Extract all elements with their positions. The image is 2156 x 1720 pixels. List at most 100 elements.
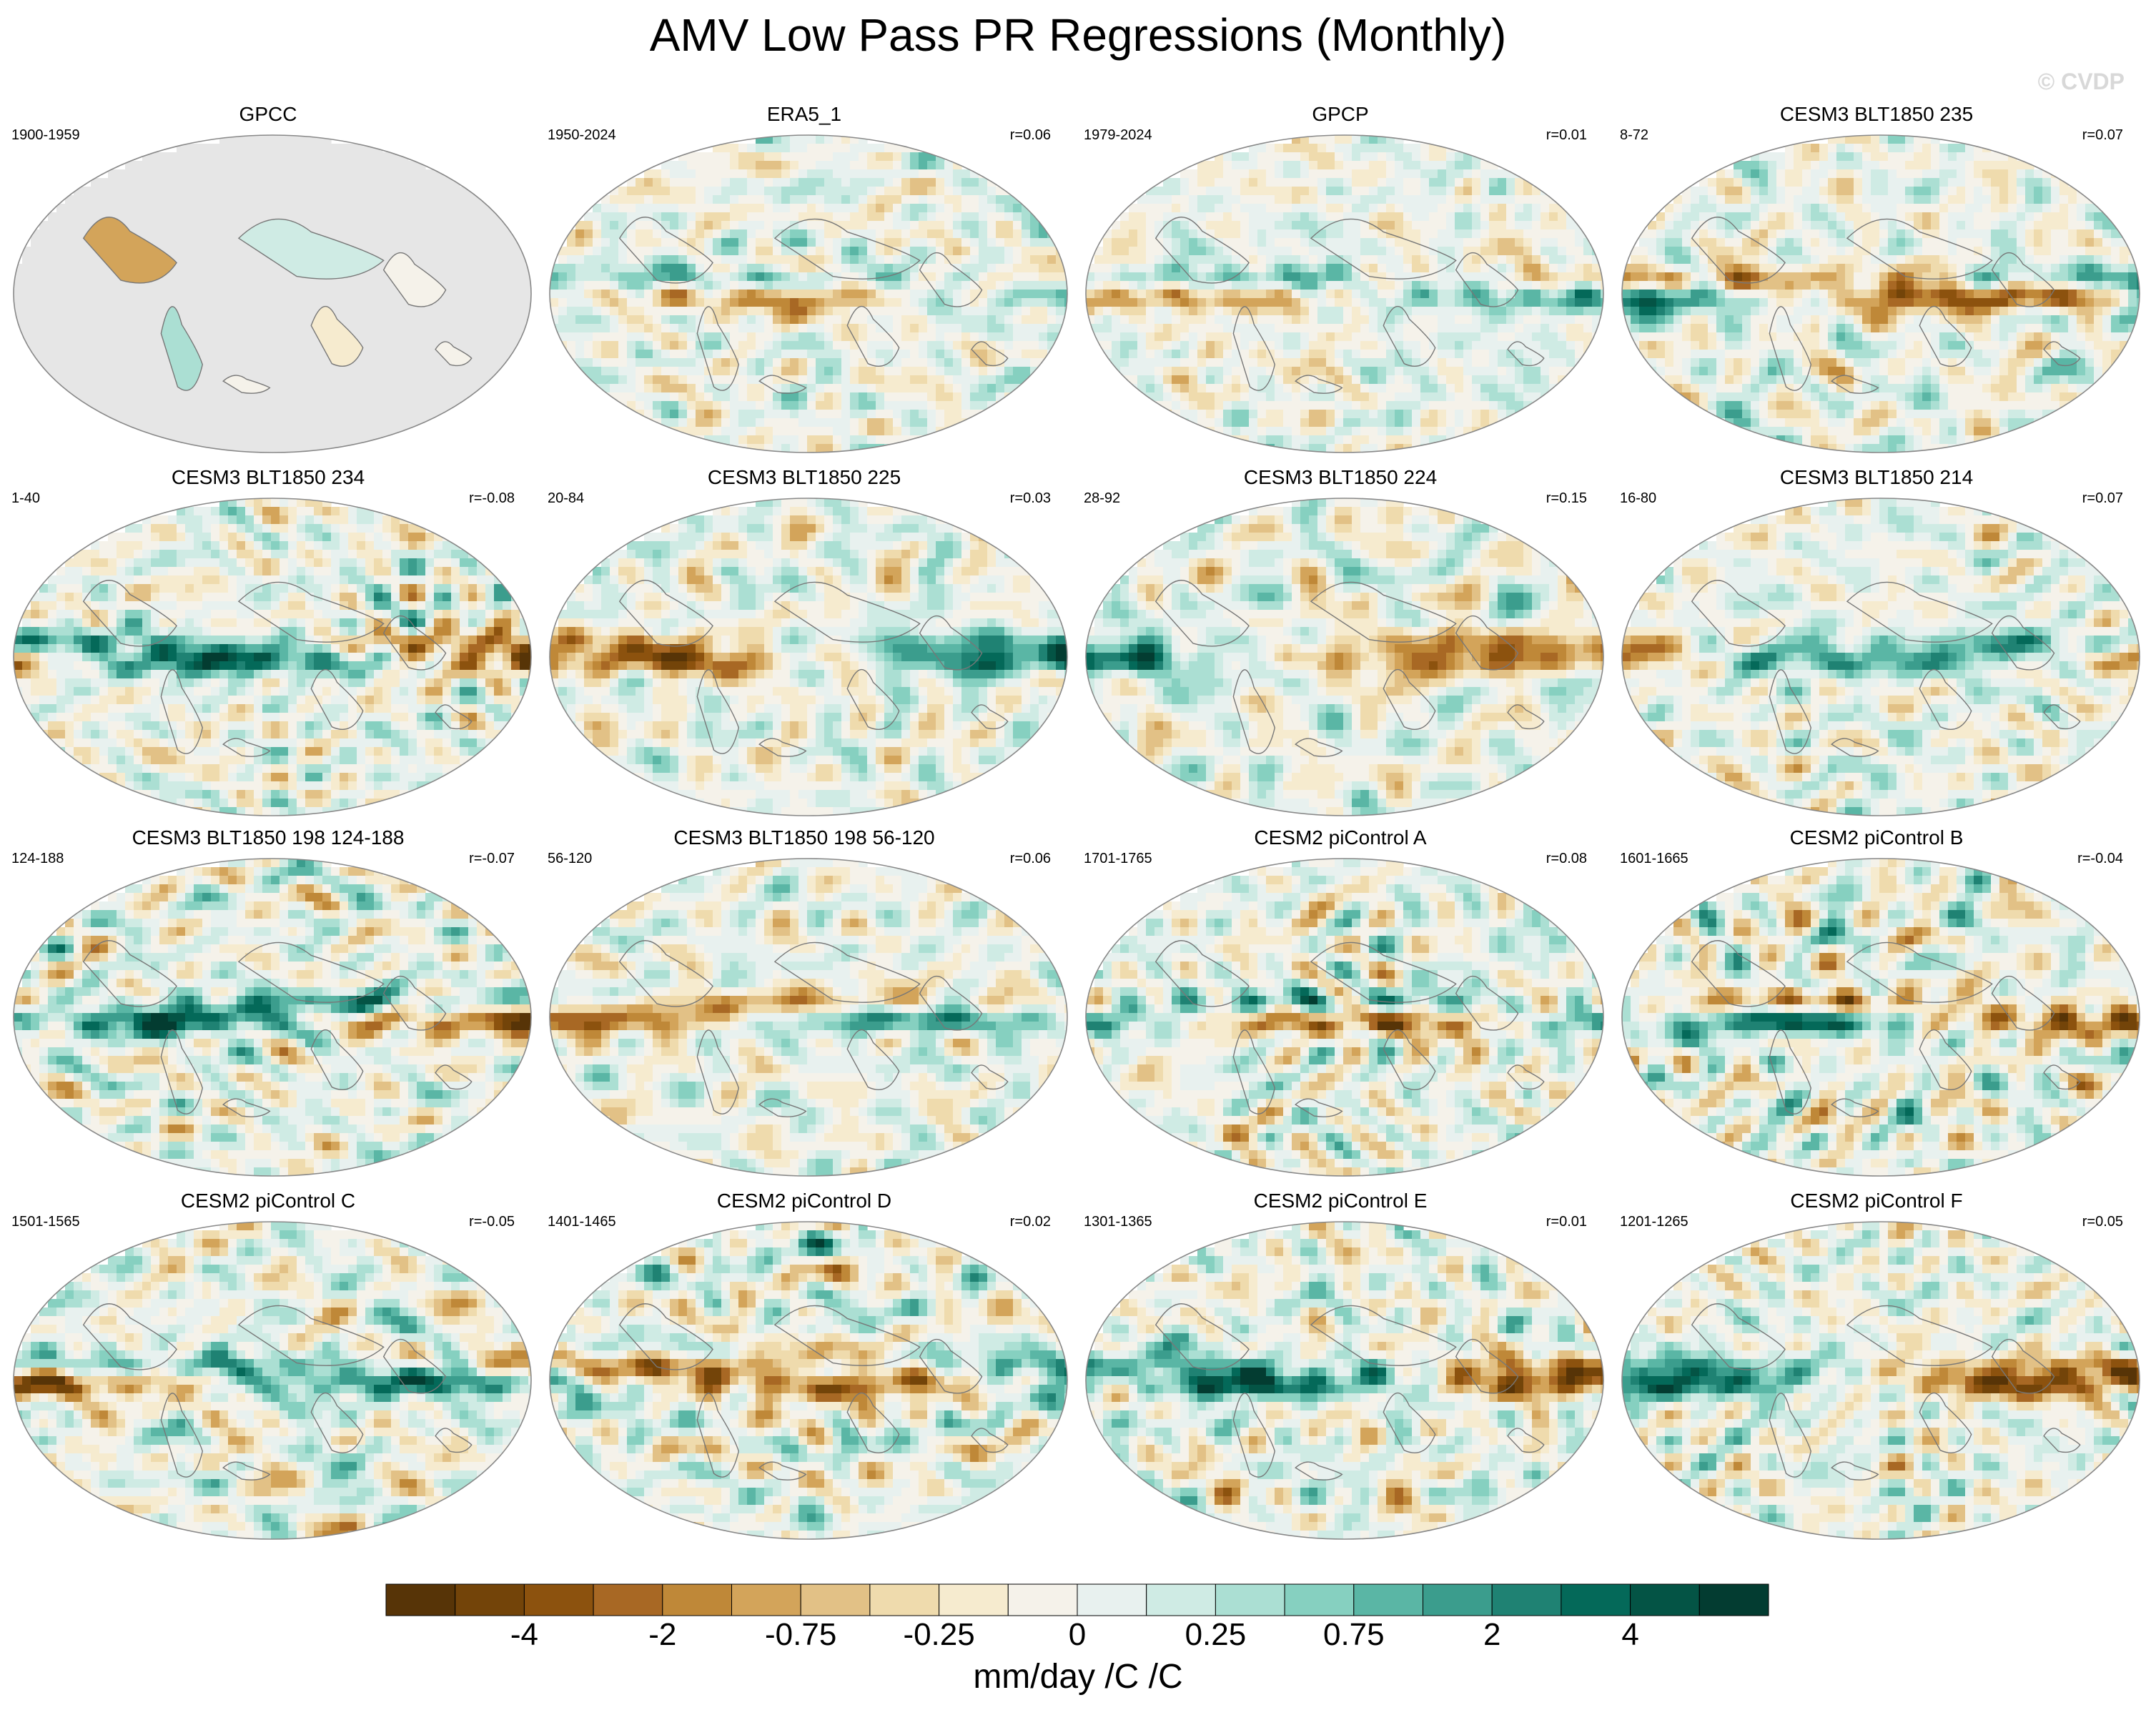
coastline bbox=[1310, 1305, 1457, 1366]
map-plot bbox=[1621, 858, 2140, 1177]
colorbar-swatch bbox=[523, 1583, 594, 1616]
panel-correlation: r=0.01 bbox=[1546, 1214, 1587, 1230]
panel-years: 1900-1959 bbox=[11, 127, 80, 144]
coastline bbox=[2043, 341, 2081, 367]
colorbar-swatch bbox=[1146, 1583, 1216, 1616]
coastline bbox=[773, 218, 921, 280]
coastline bbox=[1154, 217, 1250, 284]
regression-field bbox=[550, 859, 1067, 1176]
panel-title: CESM3 BLT1850 224 bbox=[1072, 466, 1608, 489]
map-border bbox=[1085, 498, 1604, 816]
colorbar-swatch bbox=[1284, 1583, 1355, 1616]
regression-field bbox=[1622, 1222, 2140, 1539]
map-border bbox=[549, 134, 1068, 453]
coastline bbox=[82, 1303, 177, 1370]
map-plot bbox=[13, 498, 532, 816]
regression-field bbox=[550, 498, 1067, 816]
panel-correlation: r=0.01 bbox=[1546, 127, 1587, 144]
coastline bbox=[696, 1393, 739, 1478]
coastline bbox=[1295, 375, 1343, 394]
panel-title: CESM3 BLT1850 214 bbox=[1608, 466, 2145, 489]
panel-title: CESM3 BLT1850 234 bbox=[0, 466, 536, 489]
map-plot bbox=[549, 134, 1068, 453]
coastline bbox=[971, 1064, 1009, 1090]
regression-field bbox=[1086, 135, 1603, 453]
coastline bbox=[1991, 615, 2055, 671]
panel-correlation: r=0.05 bbox=[2082, 1214, 2123, 1230]
panel-years: 1950-2024 bbox=[548, 127, 616, 144]
panel-title: GPCP bbox=[1072, 103, 1608, 126]
coastline bbox=[310, 305, 364, 367]
coastline bbox=[1507, 1064, 1545, 1090]
colorbar-swatch bbox=[1423, 1583, 1493, 1616]
coastline bbox=[1232, 1029, 1275, 1114]
coastline bbox=[1991, 252, 2055, 307]
map-panel: ERA5_1 1950-2024 r=0.06 bbox=[536, 100, 1072, 458]
panel-correlation: r=0.06 bbox=[1010, 127, 1051, 144]
coastline bbox=[222, 375, 271, 394]
coastline bbox=[1846, 941, 1993, 1003]
colorbar-tick-label: 4 bbox=[1559, 1617, 1702, 1653]
colorbar-swatch bbox=[593, 1583, 663, 1616]
coastline bbox=[919, 252, 983, 307]
coastline bbox=[1310, 581, 1457, 643]
colorbar-swatch bbox=[1491, 1583, 1562, 1616]
colorbar-swatch bbox=[1630, 1583, 1700, 1616]
map-panel: CESM2 piControl B 1601-1665 r=-0.04 bbox=[1608, 824, 2145, 1181]
regression-field bbox=[14, 135, 531, 453]
coastline bbox=[919, 1338, 983, 1394]
map-plot bbox=[549, 1221, 1068, 1540]
panel-years: 1601-1665 bbox=[1620, 851, 1688, 867]
colorbar-swatch bbox=[731, 1583, 801, 1616]
coastline bbox=[971, 704, 1009, 730]
coastline bbox=[1310, 218, 1457, 280]
panel-years: 20-84 bbox=[548, 490, 584, 507]
coastline bbox=[1232, 306, 1275, 391]
map-plot bbox=[1085, 1221, 1604, 1540]
coastline bbox=[773, 941, 921, 1003]
coastline bbox=[1154, 940, 1250, 1007]
coastline bbox=[1455, 252, 1519, 307]
coastline bbox=[846, 1029, 900, 1090]
coastline bbox=[435, 704, 473, 730]
regression-field bbox=[14, 498, 531, 816]
coastline bbox=[1919, 1392, 1972, 1453]
coastline bbox=[1769, 1393, 1811, 1478]
panel-years: 28-92 bbox=[1084, 490, 1120, 507]
coastline bbox=[222, 1098, 271, 1117]
panel-correlation: r=-0.04 bbox=[2077, 851, 2123, 867]
colorbar-units: mm/day /C /C bbox=[0, 1657, 2156, 1696]
colorbar-swatch bbox=[662, 1583, 732, 1616]
coastline bbox=[1507, 341, 1545, 367]
map-panel: GPCC 1900-1959 bbox=[0, 100, 536, 458]
panel-years: 1701-1765 bbox=[1084, 851, 1152, 867]
panel-correlation: r=0.07 bbox=[2082, 127, 2123, 144]
map-border bbox=[13, 1221, 532, 1540]
map-panel: CESM3 BLT1850 235 8-72 r=0.07 bbox=[1608, 100, 2145, 458]
coastline bbox=[1507, 1428, 1545, 1453]
colorbar-tick-label: -0.25 bbox=[868, 1617, 1011, 1653]
map-border bbox=[549, 858, 1068, 1177]
map-plot bbox=[1085, 498, 1604, 816]
coastline bbox=[758, 738, 807, 757]
figure-title: AMV Low Pass PR Regressions (Monthly) bbox=[0, 9, 2156, 61]
coastline bbox=[773, 1305, 921, 1366]
panel-title: ERA5_1 bbox=[536, 103, 1072, 126]
coastline bbox=[2043, 704, 2081, 730]
coastline bbox=[82, 217, 177, 284]
coastline bbox=[310, 1392, 364, 1453]
map-border bbox=[1085, 134, 1604, 453]
coastline bbox=[2043, 1064, 2081, 1090]
panel-correlation: r=0.02 bbox=[1010, 1214, 1051, 1230]
colorbar-tick-label: -4 bbox=[453, 1617, 595, 1653]
coastline bbox=[1769, 669, 1811, 754]
map-border bbox=[1621, 858, 2140, 1177]
coastline bbox=[237, 941, 385, 1003]
regression-field bbox=[1622, 859, 2140, 1176]
coastline bbox=[1846, 218, 1993, 280]
coastline bbox=[1154, 580, 1250, 647]
coastline bbox=[919, 615, 983, 671]
colorbar-swatch bbox=[385, 1583, 456, 1616]
map-panel: CESM2 piControl C 1501-1565 r=-0.05 bbox=[0, 1187, 536, 1544]
colorbar-tick-label: -0.75 bbox=[729, 1617, 872, 1653]
